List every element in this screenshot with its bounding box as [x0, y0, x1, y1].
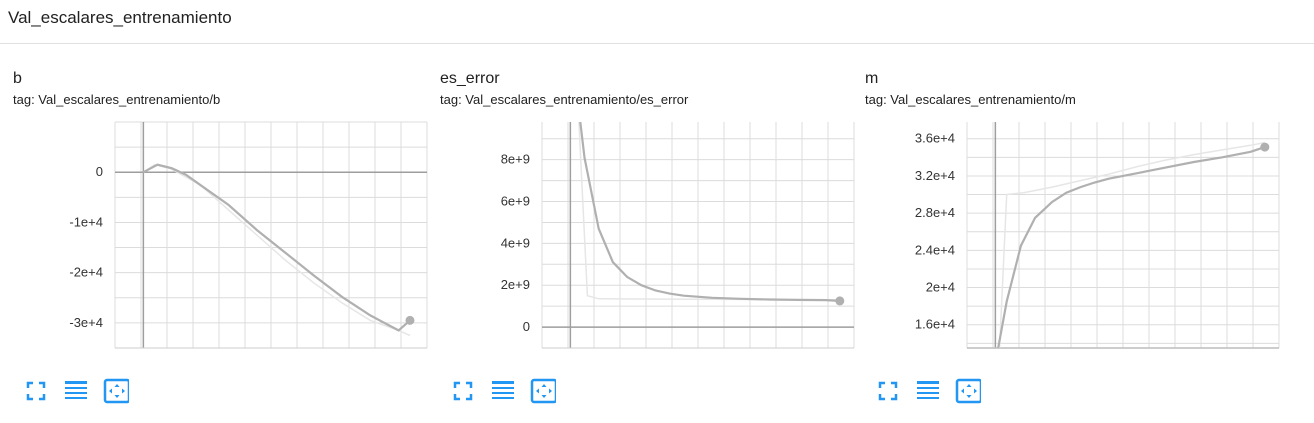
series-line-smoothed	[142, 163, 411, 332]
y-tick-label: 3.2e+4	[915, 168, 955, 183]
y-tick-label: 8e+9	[501, 152, 530, 167]
fit-domain-icon[interactable]	[103, 378, 129, 404]
series-line-raw	[998, 141, 1265, 348]
y-tick-label: 6e+9	[501, 194, 530, 209]
y-tick-label: -1e+4	[69, 214, 103, 229]
series-line-raw	[578, 122, 840, 301]
toggle-log-scale-icon[interactable]	[915, 378, 941, 404]
line-chart-m[interactable]: 1.6e+4 2e+4 2.4e+4 2.8e+4 3.2e+4 3.6e+4	[865, 120, 1285, 355]
group-title: Val_escalares_entrenamiento	[8, 8, 232, 27]
last-point-marker	[405, 315, 415, 325]
chart-card-es-error: es_error tag: Val_escalares_entrenamient…	[440, 68, 860, 413]
expand-icon[interactable]	[23, 378, 49, 404]
y-tick-label: 3.6e+4	[915, 131, 955, 146]
y-tick-label: 2.4e+4	[915, 242, 955, 257]
toggle-log-scale-icon[interactable]	[490, 378, 516, 404]
card-title: b	[13, 70, 22, 87]
series-line-smoothed	[997, 146, 1266, 348]
series-line-smoothed	[579, 122, 840, 302]
last-point-marker	[1260, 142, 1270, 152]
y-tick-label: 0	[523, 319, 530, 334]
group-header: Val_escalares_entrenamiento	[0, 0, 1314, 44]
y-tick-label: -3e+4	[69, 315, 103, 330]
card-tag: tag: Val_escalares_entrenamiento/es_erro…	[440, 92, 689, 107]
card-title: es_error	[440, 70, 500, 87]
y-tick-label: 2e+9	[501, 277, 530, 292]
y-tick-label: 2e+4	[926, 280, 955, 295]
y-tick-label: 0	[96, 164, 103, 179]
card-tag: tag: Val_escalares_entrenamiento/m	[865, 92, 1076, 107]
last-point-marker	[835, 296, 845, 306]
card-tag: tag: Val_escalares_entrenamiento/b	[13, 92, 221, 107]
line-chart-es-error[interactable]: 0 2e+9 4e+9 6e+9 8e+9	[440, 120, 860, 355]
y-tick-label: -2e+4	[69, 265, 103, 280]
fit-domain-icon[interactable]	[955, 378, 981, 404]
fit-domain-icon[interactable]	[530, 378, 556, 404]
y-tick-label: 4e+9	[501, 235, 530, 250]
card-title: m	[865, 70, 879, 87]
series-line-raw	[142, 163, 411, 337]
expand-icon[interactable]	[875, 378, 901, 404]
chart-card-b: b tag: Val_escalares_entrenamiento/b 0 -1…	[13, 68, 433, 413]
expand-icon[interactable]	[450, 378, 476, 404]
line-chart-b[interactable]: 0 -1e+4 -2e+4 -3e+4	[13, 120, 433, 355]
toggle-log-scale-icon[interactable]	[63, 378, 89, 404]
chart-card-m: m tag: Val_escalares_entrenamiento/m 1.6…	[865, 68, 1285, 413]
y-tick-label: 2.8e+4	[915, 205, 955, 220]
y-tick-label: 1.6e+4	[915, 317, 955, 332]
